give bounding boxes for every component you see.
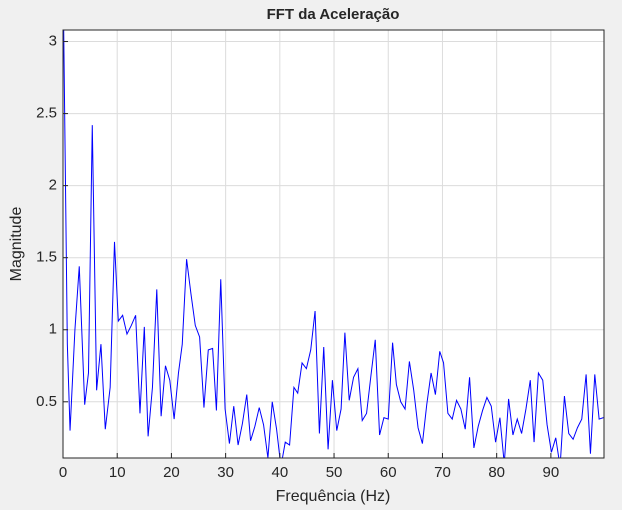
axes-box bbox=[62, 29, 605, 459]
x-tick-label: 60 bbox=[380, 464, 397, 481]
y-tick-label: 2 bbox=[49, 177, 57, 194]
y-axis-label: Magnitude bbox=[8, 207, 25, 282]
x-tick-label: 70 bbox=[434, 464, 451, 481]
x-axis-label: Frequência (Hz) bbox=[276, 488, 391, 505]
data-line bbox=[63, 30, 604, 458]
y-tick-label: 1.5 bbox=[36, 249, 57, 266]
y-tick-label: 1 bbox=[49, 321, 57, 338]
x-tick-label: 80 bbox=[488, 464, 505, 481]
x-tick-label: 50 bbox=[326, 464, 343, 481]
x-tick-label: 20 bbox=[163, 464, 180, 481]
plot-area bbox=[63, 30, 604, 458]
x-tick-label: 90 bbox=[543, 464, 560, 481]
x-tick-label: 10 bbox=[109, 464, 126, 481]
y-tick-label: 3 bbox=[49, 32, 57, 49]
x-tick-label: 40 bbox=[271, 464, 288, 481]
x-tick-label: 30 bbox=[217, 464, 234, 481]
y-tick-label: 0.5 bbox=[36, 393, 57, 410]
x-tick-label: 0 bbox=[59, 464, 67, 481]
y-tick-label: 2.5 bbox=[36, 105, 57, 122]
plot bbox=[63, 30, 604, 458]
chart-title: FFT da Aceleração bbox=[267, 6, 400, 23]
grid bbox=[62, 30, 604, 458]
